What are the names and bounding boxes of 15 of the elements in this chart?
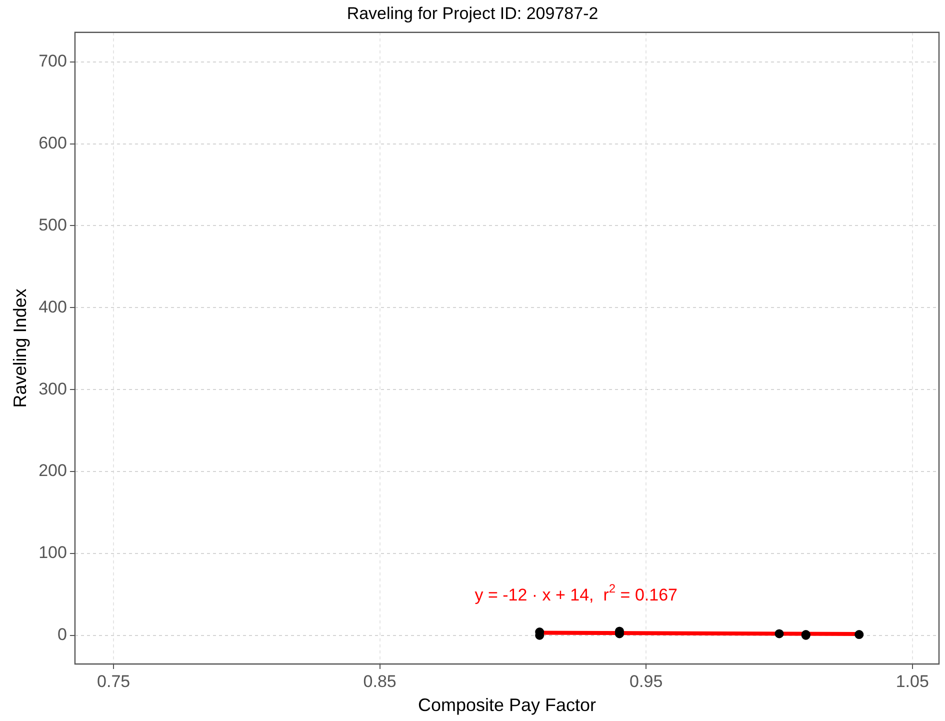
y-axis-title: Raveling Index — [10, 288, 30, 408]
y-tick-label: 400 — [38, 297, 67, 316]
x-tick-label: 0.75 — [97, 672, 130, 691]
y-tick-label: 600 — [38, 134, 67, 152]
y-tick-label: 100 — [38, 543, 67, 562]
x-tick-label: 0.85 — [363, 672, 396, 691]
x-tick-label: 0.95 — [630, 672, 663, 691]
y-tick-label: 0 — [57, 625, 67, 644]
y-tick-label: 500 — [38, 215, 67, 234]
y-tick-label: 300 — [38, 379, 67, 398]
x-axis-title: Composite Pay Factor — [418, 695, 596, 716]
y-tick-label: 200 — [38, 461, 67, 480]
chart-title: Raveling for Project ID: 209787-2 — [346, 4, 598, 23]
x-tick-label: 1.05 — [896, 672, 929, 691]
y-tick-label: 700 — [38, 52, 67, 71]
